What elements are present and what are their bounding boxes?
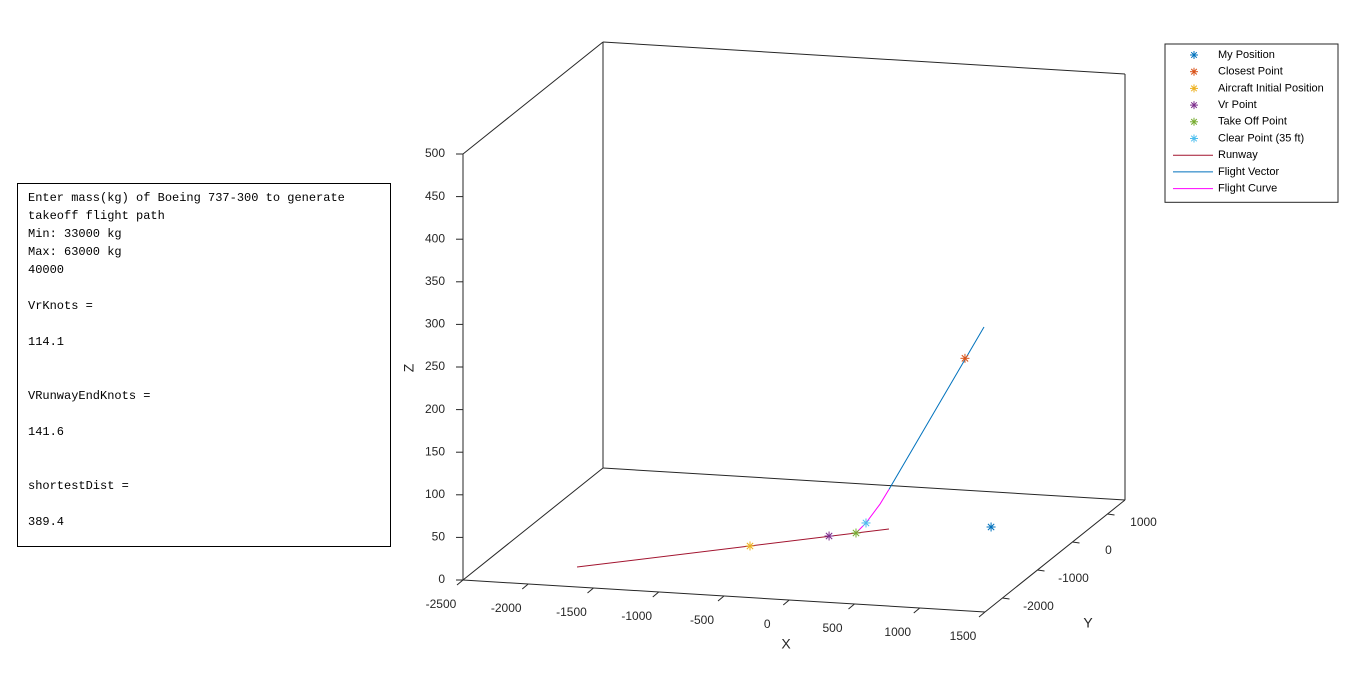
console-line: 389.4 bbox=[28, 515, 65, 529]
x-tick-label: 500 bbox=[822, 621, 842, 635]
x-tick bbox=[782, 599, 790, 606]
console-line: VRunwayEndKnots = bbox=[28, 389, 151, 403]
marker-stroke bbox=[1190, 101, 1198, 109]
line-path bbox=[855, 489, 890, 534]
point-marker bbox=[851, 528, 861, 538]
axis-box-edge bbox=[984, 499, 1126, 613]
marker-stroke bbox=[852, 529, 860, 537]
point-marker bbox=[861, 518, 871, 528]
legend-marker bbox=[1190, 134, 1198, 143]
x-tick-label: 1000 bbox=[884, 625, 911, 639]
console-line: 40000 bbox=[28, 263, 65, 277]
x-tick bbox=[521, 583, 529, 590]
z-tick-label: 500 bbox=[425, 146, 445, 160]
x-tick-label: 1500 bbox=[950, 629, 977, 643]
y-tick bbox=[1072, 541, 1080, 544]
x-tick bbox=[717, 595, 725, 602]
y-tick-label: 0 bbox=[1105, 543, 1112, 557]
y-tick bbox=[1037, 569, 1045, 572]
x-tick bbox=[652, 591, 660, 598]
marker-stroke bbox=[961, 354, 969, 362]
legend-label: My Position bbox=[1218, 49, 1275, 61]
x-tick bbox=[848, 603, 855, 610]
z-tick-label: 200 bbox=[425, 402, 445, 416]
z-tick-label: 100 bbox=[425, 487, 445, 501]
legend-marker bbox=[1190, 84, 1198, 93]
legend-marker bbox=[1190, 51, 1198, 59]
console-line: Max: 63000 kg bbox=[28, 245, 122, 259]
legend: My Position Closest Point Aircraft Initial… bbox=[1164, 43, 1339, 203]
x-tick-label: -2000 bbox=[491, 601, 522, 615]
z-tick-label: 250 bbox=[425, 359, 445, 373]
axis-box-edge bbox=[602, 467, 1126, 501]
marker-stroke bbox=[1190, 118, 1198, 125]
point-marker bbox=[960, 353, 970, 363]
legend-label: Closest Point bbox=[1218, 66, 1283, 78]
line-path bbox=[576, 528, 890, 568]
z-tick-label: 0 bbox=[438, 572, 445, 586]
console-line: Min: 33000 kg bbox=[28, 227, 122, 241]
marker-stroke bbox=[862, 519, 870, 527]
x-axis-label: X bbox=[781, 636, 791, 652]
console-line: shortestDist = bbox=[28, 479, 129, 493]
legend-label: Take Off Point bbox=[1218, 116, 1287, 128]
marker-stroke bbox=[1190, 68, 1198, 75]
y-tick-label: 1000 bbox=[1130, 515, 1157, 529]
z-tick-label: 300 bbox=[425, 317, 445, 331]
point-marker bbox=[824, 531, 834, 541]
legend-marker bbox=[1190, 67, 1198, 76]
console-line: takeoff flight path bbox=[28, 209, 165, 223]
console-panel: Enter mass(kg) of Boeing 737-300 to gene… bbox=[17, 183, 391, 547]
x-tick-label: -1000 bbox=[621, 609, 652, 623]
y-axis-label: Y bbox=[1083, 615, 1093, 631]
y-tick bbox=[1002, 597, 1010, 600]
console-line: Enter mass(kg) of Boeing 737-300 to gene… bbox=[28, 191, 345, 205]
x-tick-label: -1500 bbox=[556, 605, 587, 619]
console-line: 141.6 bbox=[28, 425, 65, 439]
x-tick bbox=[587, 587, 594, 594]
x-tick bbox=[913, 607, 921, 614]
z-axis-label: Z bbox=[401, 363, 417, 372]
axis-box-edge bbox=[602, 41, 1126, 75]
point-marker bbox=[986, 522, 996, 532]
console-line: VrKnots = bbox=[28, 299, 93, 313]
legend-label: Runway bbox=[1218, 149, 1258, 161]
legend-marker bbox=[1190, 101, 1198, 110]
line-path bbox=[888, 326, 985, 490]
axis-box-edge bbox=[462, 41, 604, 155]
y-tick-label: -1000 bbox=[1058, 571, 1089, 585]
z-tick-label: 450 bbox=[425, 189, 445, 203]
marker-stroke bbox=[1190, 85, 1198, 92]
point-marker bbox=[745, 541, 755, 551]
marker-stroke bbox=[746, 542, 754, 550]
axis-box-edge bbox=[462, 467, 604, 581]
marker-stroke bbox=[1190, 51, 1198, 59]
y-tick bbox=[1107, 513, 1115, 516]
x-tick bbox=[978, 611, 986, 618]
marker-stroke bbox=[1190, 135, 1198, 142]
z-tick-label: 400 bbox=[425, 231, 445, 245]
z-tick-label: 50 bbox=[432, 530, 446, 544]
legend-label: Vr Point bbox=[1218, 99, 1257, 111]
z-tick-label: 150 bbox=[425, 444, 445, 458]
x-tick-label: 0 bbox=[764, 617, 771, 631]
legend-label: Aircraft Initial Position bbox=[1218, 82, 1324, 94]
x-tick bbox=[456, 579, 464, 586]
marker-stroke bbox=[825, 532, 833, 540]
legend-label: Flight Curve bbox=[1218, 183, 1277, 195]
y-tick-label: -2000 bbox=[1023, 599, 1054, 613]
console-line: 114.1 bbox=[28, 335, 65, 349]
marker-stroke bbox=[987, 523, 995, 531]
z-tick-label: 350 bbox=[425, 274, 445, 288]
x-tick-label: -500 bbox=[690, 613, 714, 627]
x-tick-label: -2500 bbox=[426, 597, 457, 611]
legend-label: Flight Vector bbox=[1218, 166, 1279, 178]
legend-label: Clear Point (35 ft) bbox=[1218, 132, 1304, 144]
legend-marker bbox=[1190, 117, 1198, 126]
